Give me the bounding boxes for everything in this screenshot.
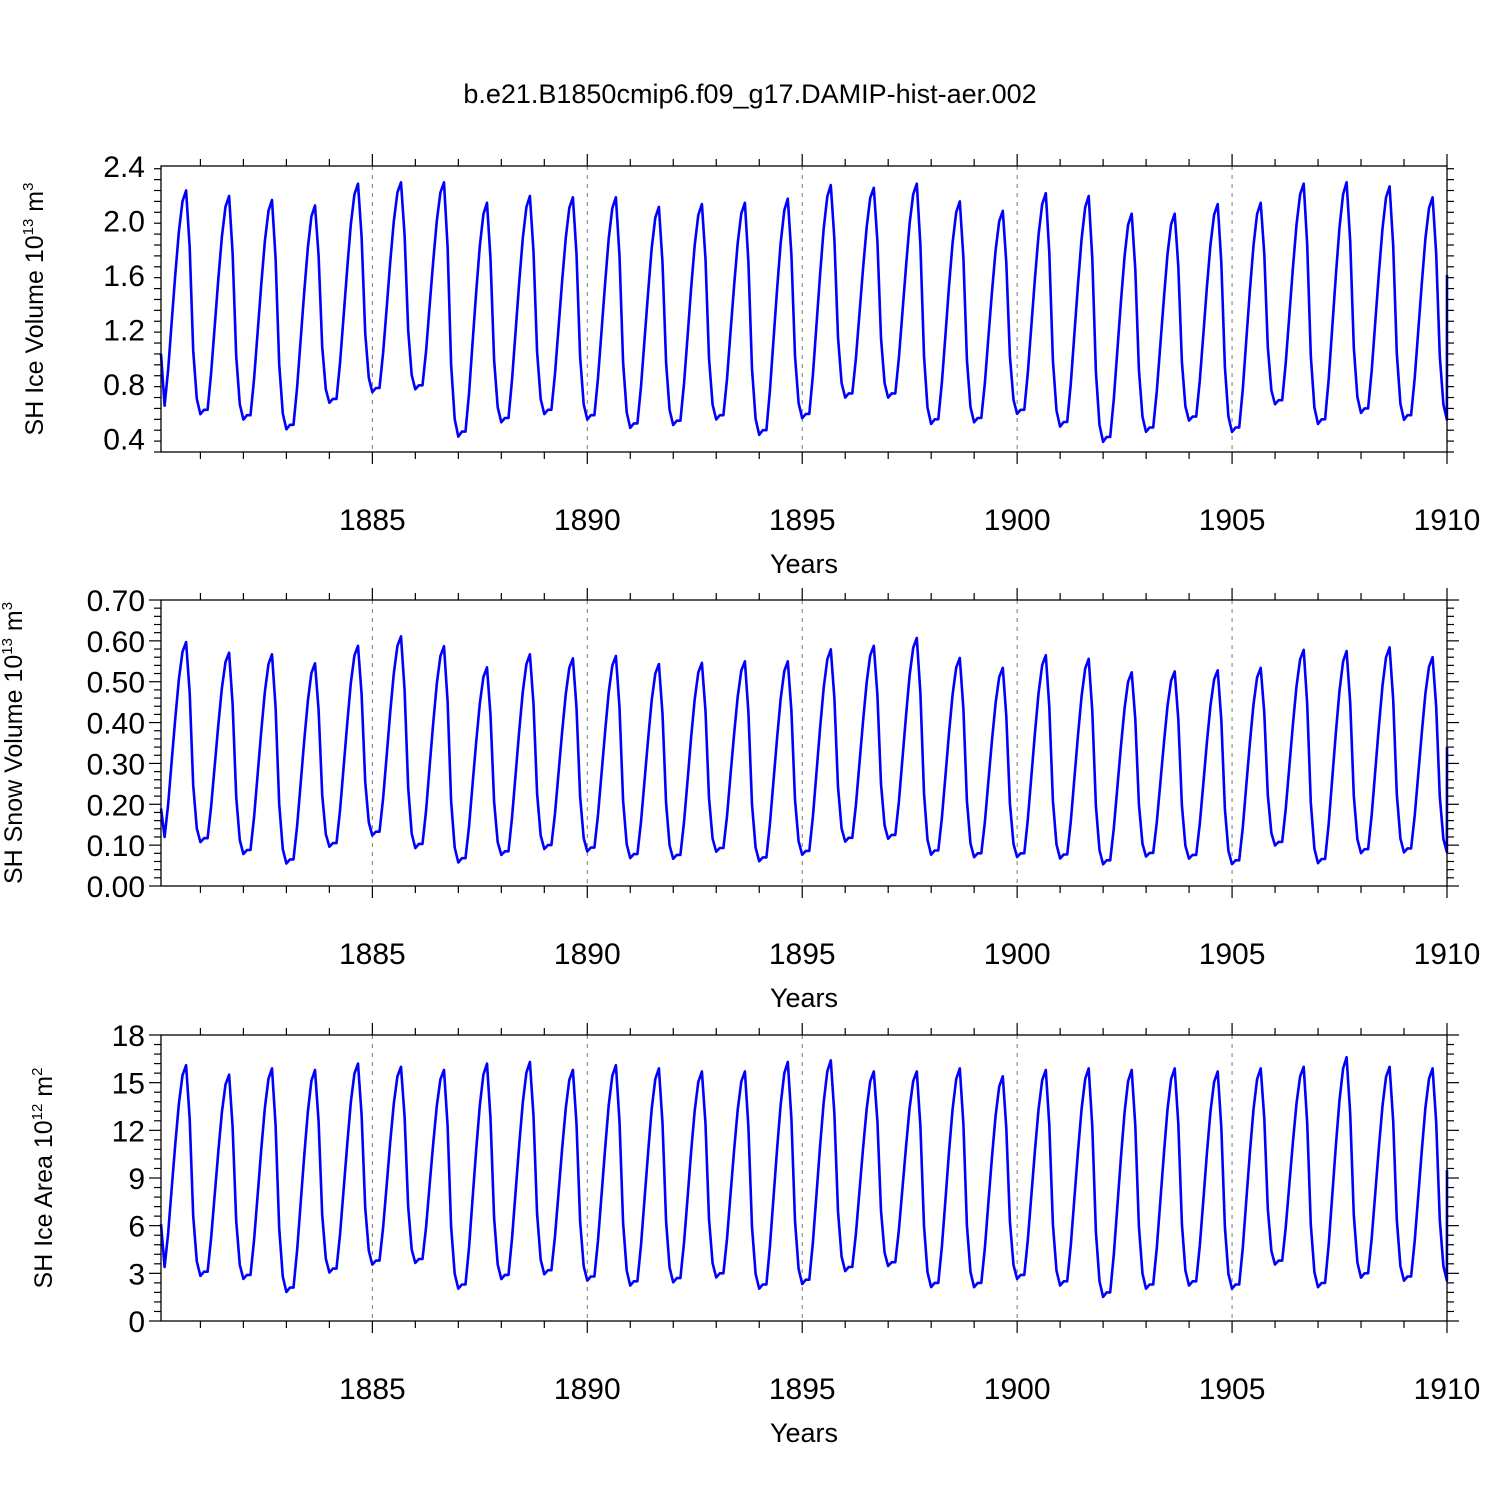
- x-axis-label: Years: [770, 983, 838, 1013]
- x-tick-label: 1905: [1199, 1373, 1266, 1406]
- y-tick-label: 2.0: [103, 205, 145, 238]
- x-tick-label: 1900: [984, 1373, 1051, 1406]
- y-tick-label: 0.70: [87, 585, 145, 618]
- plot-frame: [160, 165, 1448, 453]
- y-tick-label: 15: [112, 1068, 145, 1101]
- x-axis-label: Years: [770, 1418, 838, 1448]
- x-tick-label: 1905: [1199, 938, 1266, 971]
- y-tick-label: 2.4: [103, 151, 145, 184]
- y-tick-label: 6: [128, 1211, 145, 1244]
- x-tick-label: 1900: [984, 938, 1051, 971]
- plot-frame: [160, 599, 1448, 887]
- y-tick-label: 1.2: [103, 314, 145, 347]
- chart-panel-ice-volume: 0.4 0.8 1.2 1.6 2.0 2.4 1885 1890 1895 1900 1905 19…: [20, 151, 1480, 579]
- figure-title: b.e21.B1850cmip6.f09_g17.DAMIP-hist-aer.…: [463, 79, 1036, 109]
- series-line-ice-area: [159, 1055, 1449, 1299]
- y-axis-label: SH Ice Volume 1013 m3: [20, 183, 49, 436]
- y-tick-label: 0.30: [87, 748, 145, 781]
- x-tick-label: 1885: [339, 504, 406, 537]
- y-tick-label: 0.20: [87, 789, 145, 822]
- x-tick-label: 1895: [769, 504, 836, 537]
- x-tick-label: 1910: [1414, 1373, 1481, 1406]
- y-tick-label: 0.50: [87, 667, 145, 700]
- y-axis-label: SH Ice Area 1012 m2: [29, 1068, 58, 1289]
- y-tick-label: 0.4: [103, 423, 145, 456]
- x-tick-label: 1885: [339, 1373, 406, 1406]
- y-tick-label: 1.6: [103, 260, 145, 293]
- y-tick-label: 12: [112, 1115, 145, 1148]
- x-tick-label: 1890: [554, 938, 621, 971]
- chart-panel-ice-area: 0 3 6 9 12 15 18 1885 1890 1895 1900 1905 1910 Years S…: [29, 1020, 1480, 1448]
- series-line-ice-volume: [159, 181, 1449, 444]
- x-tick-label: 1910: [1414, 504, 1481, 537]
- x-tick-label: 1905: [1199, 504, 1266, 537]
- x-tick-label: 1910: [1414, 938, 1481, 971]
- y-tick-label: 9: [128, 1163, 145, 1196]
- x-tick-label: 1900: [984, 504, 1051, 537]
- x-tick-label: 1890: [554, 504, 621, 537]
- y-tick-label: 0.00: [87, 871, 145, 904]
- x-tick-label: 1885: [339, 938, 406, 971]
- y-tick-label: 0.60: [87, 626, 145, 659]
- x-axis-label: Years: [770, 549, 838, 579]
- x-tick-label: 1890: [554, 1373, 621, 1406]
- y-tick-label: 0.8: [103, 369, 145, 402]
- y-axis-label: SH Snow Volume 1013 m3: [0, 602, 28, 884]
- y-tick-label: 3: [128, 1258, 145, 1291]
- series-line-snow-volume: [159, 635, 1449, 866]
- x-tick-label: 1895: [769, 1373, 836, 1406]
- chart-panel-snow-volume: 0.00 0.10 0.20 0.30 0.40 0.50 0.60 0.70 1885 1890…: [0, 585, 1480, 1013]
- y-tick-label: 0.40: [87, 708, 145, 741]
- y-tick-label: 0.10: [87, 830, 145, 863]
- x-tick-label: 1895: [769, 938, 836, 971]
- y-tick-label: 0: [128, 1306, 145, 1339]
- y-tick-label: 18: [112, 1020, 145, 1053]
